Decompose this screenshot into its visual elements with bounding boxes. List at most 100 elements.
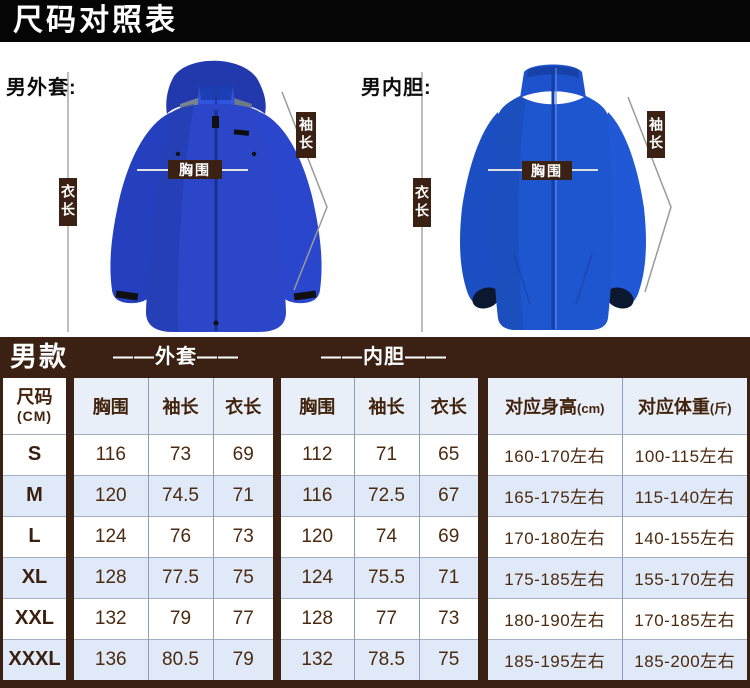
- left-sleeve: [460, 112, 502, 307]
- table-cell: 79: [212, 638, 277, 680]
- table-row: XL 128 77.5 75 124 75.5 71 175-185左右 155…: [3, 556, 747, 598]
- table-cell: 72.5: [353, 474, 419, 516]
- table-cell: 124: [66, 515, 148, 557]
- chest-zip: [233, 129, 250, 136]
- inner-sleeve-tag: 袖长: [647, 111, 665, 158]
- table-cell: 136: [66, 638, 148, 680]
- inner-length-tag: 衣长: [413, 178, 431, 227]
- gender-label: 男款: [10, 342, 68, 372]
- outer-jacket-image: [110, 60, 322, 332]
- size-header-cell: 尺码 (CM): [3, 378, 70, 434]
- outer-jacket-label: 男外套:: [6, 77, 77, 99]
- table-row: XXXL 136 80.5 79 132 78.5 75 185-195左右 1…: [3, 638, 747, 680]
- height-header-cell: 对应身高(cm): [478, 378, 622, 434]
- jacket-figures: 男外套: 男内胆: 衣长 袖长 胸围 衣长 袖长 胸围: [0, 42, 750, 337]
- size-cell: XXL: [3, 597, 70, 639]
- cuff-strap-left: [115, 290, 139, 301]
- column-header: 衣长: [418, 378, 483, 434]
- group-label-inner: ——内胆——: [321, 346, 447, 368]
- table-cell: 65: [418, 433, 483, 475]
- weight-cell: 170-185左右: [621, 597, 747, 639]
- size-cell: XL: [3, 556, 70, 598]
- table-cell: 77: [353, 597, 419, 639]
- table-cell: 73: [147, 433, 213, 475]
- hood-toggle-right: [251, 151, 257, 157]
- table-cell: 75: [212, 556, 277, 598]
- torso-shade: [493, 96, 526, 330]
- weight-cell: 100-115左右: [621, 433, 747, 475]
- table-cell: 80.5: [147, 638, 213, 680]
- size-header-label: 尺码: [16, 386, 53, 407]
- weight-cell: 140-155左右: [621, 515, 747, 557]
- table-cell: 79: [147, 597, 213, 639]
- group-label-outer: ——外套——: [113, 346, 239, 368]
- table-cell: 124: [273, 556, 354, 598]
- height-cell: 180-190左右: [478, 597, 622, 639]
- column-header: 衣长: [212, 378, 277, 434]
- size-cell: S: [3, 433, 70, 475]
- table-cell: 116: [66, 433, 148, 475]
- column-header: 胸围: [66, 378, 148, 434]
- outer-sleeve-tag: 袖长: [296, 112, 316, 158]
- cuff-opening-right: [606, 287, 634, 309]
- size-header-unit: (CM): [16, 408, 53, 425]
- table-row: XXL 132 79 77 128 77 73 180-190左右 170-18…: [3, 597, 747, 639]
- table-cell: 77: [212, 597, 277, 639]
- height-cell: 170-180左右: [478, 515, 622, 557]
- table-cell: 132: [66, 597, 148, 639]
- table-cell: 71: [353, 433, 419, 475]
- pocket-line-left: [513, 253, 531, 305]
- table-row: S 116 73 69 112 71 65 160-170左右 100-115左…: [3, 433, 747, 475]
- table-cell: 71: [418, 556, 483, 598]
- table-cell: 71: [212, 474, 277, 516]
- zipper-pull: [212, 116, 219, 128]
- table-cell: 69: [212, 433, 277, 475]
- column-header: 胸围: [273, 378, 354, 434]
- table-cell: 78.5: [353, 638, 419, 680]
- height-cell: 175-185左右: [478, 556, 622, 598]
- hem-snap: [213, 320, 219, 326]
- weight-header-cell: 对应体重(斤): [621, 378, 747, 434]
- inner-chest-tag: 胸围: [522, 161, 572, 180]
- table-cell: 69: [418, 515, 483, 557]
- table-cell: 128: [66, 556, 148, 598]
- cuff-strap-right: [293, 290, 317, 301]
- size-cell: M: [3, 474, 70, 516]
- weight-cell: 115-140左右: [621, 474, 747, 516]
- size-table-section: 男款 ——外套—— ——内胆—— 尺码 (CM) 胸围 袖长 衣长 胸围 袖: [0, 337, 750, 688]
- cuff-opening-left: [472, 287, 500, 309]
- weight-cell: 155-170左右: [621, 556, 747, 598]
- height-cell: 160-170左右: [478, 433, 622, 475]
- table-cell: 67: [418, 474, 483, 516]
- table-cell: 112: [273, 433, 354, 475]
- table-cell: 116: [273, 474, 354, 516]
- pocket-line-right: [575, 253, 593, 305]
- table-cell: 73: [212, 515, 277, 557]
- outer-chest-tag: 胸围: [168, 160, 222, 179]
- table-row: L 124 76 73 120 74 69 170-180左右 140-155左…: [3, 515, 747, 557]
- size-table: 尺码 (CM) 胸围 袖长 衣长 胸围 袖长 衣长 对应身高(cm) 对应体重(…: [3, 378, 747, 680]
- title-bar: 尺码对照表: [0, 0, 750, 42]
- table-cell: 74.5: [147, 474, 213, 516]
- table-cell: 75: [418, 638, 483, 680]
- column-header: 袖长: [353, 378, 419, 434]
- height-header-label: 对应身高: [505, 396, 578, 417]
- table-cell: 75.5: [353, 556, 419, 598]
- page-title: 尺码对照表: [13, 4, 178, 37]
- table-cell: 74: [353, 515, 419, 557]
- outer-length-tag: 衣长: [59, 178, 77, 226]
- header-row: 尺码 (CM) 胸围 袖长 衣长 胸围 袖长 衣长 对应身高(cm) 对应体重(…: [3, 378, 747, 434]
- table-row: M 120 74.5 71 116 72.5 67 165-175左右 115-…: [3, 474, 747, 516]
- height-cell: 185-195左右: [478, 638, 622, 680]
- table-cell: 128: [273, 597, 354, 639]
- table-cell: 73: [418, 597, 483, 639]
- table-cell: 132: [273, 638, 354, 680]
- table-cell: 120: [273, 515, 354, 557]
- weight-header-unit: (斤): [709, 400, 732, 416]
- inner-liner-label: 男内胆:: [361, 77, 432, 99]
- weight-header-label: 对应体重: [637, 396, 710, 417]
- inner-liner-image: [460, 64, 646, 330]
- height-header-unit: (cm): [577, 400, 605, 416]
- size-cell: L: [3, 515, 70, 557]
- table-cell: 77.5: [147, 556, 213, 598]
